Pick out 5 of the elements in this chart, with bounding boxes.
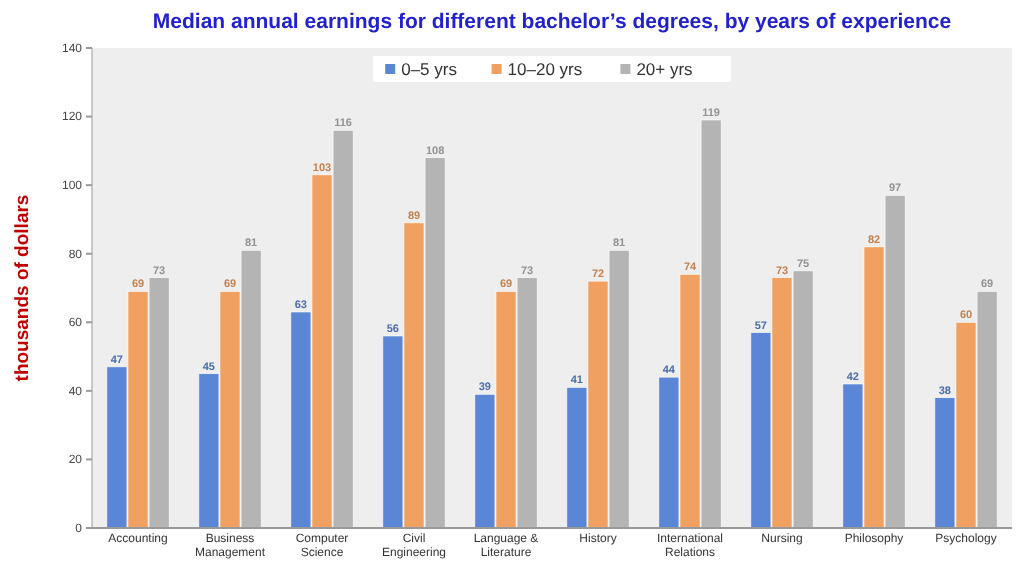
legend-label: 0–5 yrs bbox=[401, 58, 457, 79]
legend-label: 10–20 yrs bbox=[507, 58, 583, 79]
y-axis-title: thousands of dollars bbox=[12, 194, 34, 382]
chart-title: Median annual earnings for different bachelor’s degrees, by years of experience bbox=[152, 10, 952, 34]
legend-label: 20+ yrs bbox=[636, 58, 693, 79]
